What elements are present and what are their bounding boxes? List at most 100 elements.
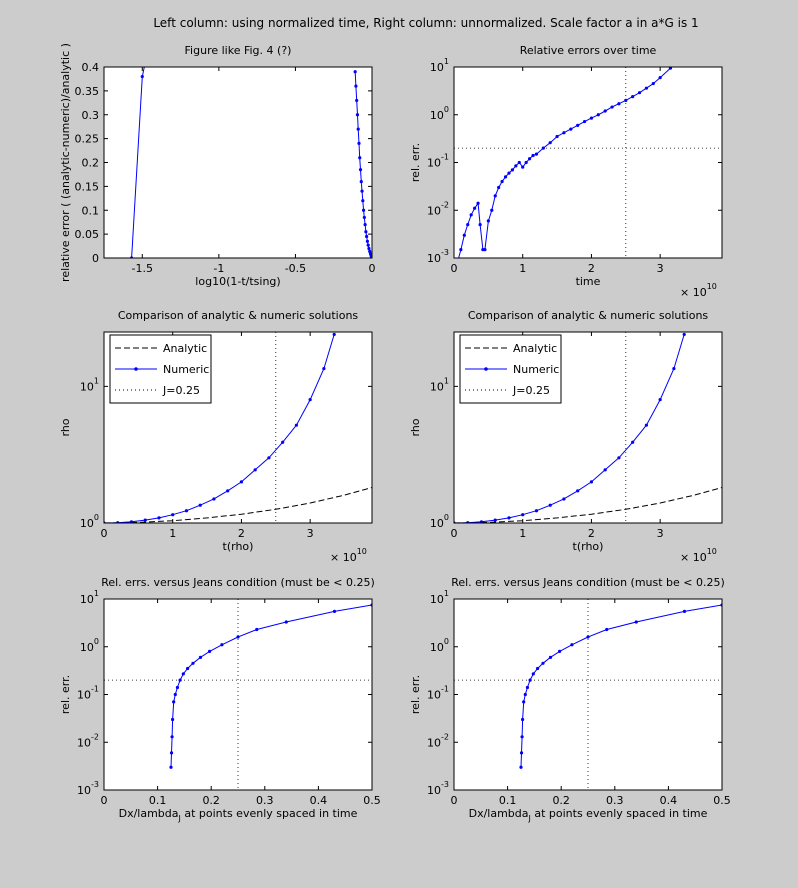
data-point [129,520,134,523]
data-point [589,480,594,484]
y-tick-label: 100 [430,637,449,654]
data-point [191,661,195,665]
data-point [308,398,312,402]
plot-area [104,599,372,790]
data-point [479,520,484,523]
data-point [358,168,363,172]
data-point [589,116,594,120]
data-point [569,127,573,131]
data-point [548,141,552,145]
data-point [668,67,673,70]
data-point [605,627,609,632]
data-point [365,234,369,239]
plot-area [454,67,722,258]
subplot-title: Rel. errs. versus Jeans condition (must … [451,576,725,589]
subplot-3: 0 1 2 3 100 101 Comparison of analytic & numer… [59,309,373,564]
data-point [284,620,288,624]
y-tick-label: 101 [80,589,99,606]
x-axis-label: time [576,275,601,288]
data-point [184,509,189,513]
x-tick-label: 2 [238,527,245,540]
plot-area [104,67,372,258]
x-tick-label: 0 [451,794,458,807]
y-tick-label: 0.05 [75,228,100,241]
series-line-0 [454,487,722,523]
legend-label: Analytic [163,342,207,355]
data-point [365,239,370,243]
data-point [253,468,257,472]
data-point [520,735,524,739]
y-tick-label: 0.15 [75,180,100,193]
data-point [367,246,371,251]
data-point [355,98,359,103]
data-point [527,157,532,161]
plot-content [104,599,372,790]
data-point [541,661,545,665]
data-point [570,643,574,647]
axes-frame [453,331,723,524]
data-point [172,700,176,704]
y-tick-label: 0.1 [82,204,100,217]
y-tick-label: 0.35 [75,85,100,98]
data-point [493,518,497,522]
y-tick-label: 101 [430,589,449,606]
data-point [658,398,662,402]
data-point [478,223,482,227]
data-point [500,179,504,184]
y-axis-label: rho [409,418,422,436]
data-point [644,86,649,90]
data-point [469,213,473,217]
data-point [528,678,532,682]
data-point [366,243,370,247]
data-point [476,201,480,205]
data-point [171,717,175,722]
plot-content [454,67,722,258]
data-point [576,123,580,127]
data-point [360,189,364,193]
x-tick-label: 0 [101,527,108,540]
data-point [503,175,508,179]
x-tick-label: -1 [213,262,224,275]
data-point [355,113,360,117]
y-tick-label: 10-1 [77,685,99,702]
y-tick-label: 0.4 [82,61,100,74]
data-point [490,208,494,212]
x-tick-label: 0.1 [499,794,517,807]
legend: Analytic Numeric J=0.25 [109,334,212,404]
data-point [521,165,525,169]
data-point [576,489,580,493]
data-point [169,765,173,769]
y-tick-label: 101 [430,57,449,74]
data-point [624,98,628,102]
data-point [596,113,600,117]
data-point [524,160,528,165]
x-tick-label: 0.2 [202,794,220,807]
x-tick-label: 2 [588,527,595,540]
data-point [603,468,607,472]
data-point [239,480,244,484]
data-point [186,666,190,671]
subplot-title: Figure like Fig. 4 (?) [185,44,292,57]
data-point [173,692,177,697]
x-tick-label: 0.4 [660,794,678,807]
x-tick-label: 0.2 [552,794,570,807]
data-point [357,141,361,145]
data-point [226,489,230,493]
data-point [637,91,642,95]
data-point [582,119,587,124]
x-tick-label: 0.3 [606,794,624,807]
y-tick-label: 10-1 [427,685,449,702]
data-point [267,456,271,460]
data-point [548,503,552,507]
data-point [493,194,497,198]
x-tick-label: 0 [369,262,376,275]
x-tick-label: 2 [588,262,595,275]
y-tick-label: 101 [80,376,99,393]
legend: Analytic Numeric J=0.25 [459,334,562,404]
x-tick-label: 3 [657,527,664,540]
data-point [294,423,299,427]
legend-label: J=0.25 [162,384,200,397]
data-point [519,765,523,769]
axes-layer: -1.5 -1 -0.5 0 0 0.05 0.1 0.15 0.2 0.25 0.3 0.35 0.4… [59,43,731,823]
